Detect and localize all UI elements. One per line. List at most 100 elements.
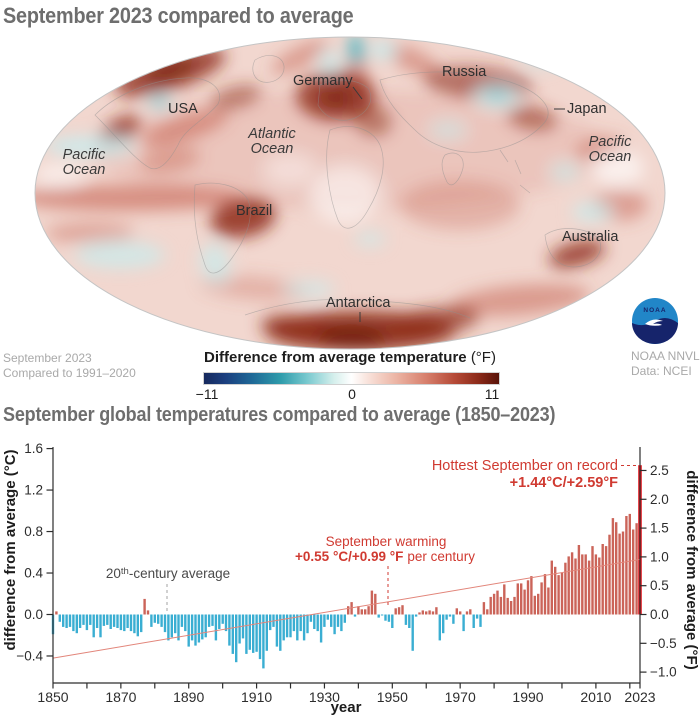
bar-1895 [204, 614, 207, 638]
bar-1872 [126, 614, 129, 628]
bar-1909 [252, 614, 255, 653]
xtick-2010: 2010 [580, 689, 611, 705]
century-average-annotation: 20th-century average [106, 566, 230, 581]
bar-1929 [319, 614, 323, 643]
bar-1996 [547, 587, 550, 615]
bar-2007 [584, 554, 587, 615]
bar-1962 [431, 611, 435, 615]
bar-1949 [387, 614, 391, 622]
bar-1957 [414, 614, 418, 617]
ytick-f-0: 0.0 [650, 607, 669, 622]
bar-1999 [557, 575, 560, 615]
bar-1987 [516, 583, 519, 615]
bar-1907 [245, 614, 248, 654]
bar-1948 [384, 614, 387, 621]
bar-1914 [269, 614, 272, 631]
bar-1979 [489, 596, 492, 615]
trend-line [52, 558, 641, 659]
bar-2016 [615, 522, 618, 615]
bar-1992 [533, 595, 536, 615]
bar-1928 [316, 614, 319, 632]
bar-1903 [231, 614, 234, 654]
bar-2013 [604, 546, 608, 615]
bar-1919 [285, 614, 289, 638]
bar-1977 [482, 602, 486, 615]
bar-1971 [462, 614, 465, 632]
bar-1939 [353, 614, 357, 617]
bar-1985 [509, 601, 513, 615]
bar-1902 [228, 614, 231, 646]
bar-2006 [581, 554, 584, 615]
map-label-atlantic-ocean: Atlantic Ocean [248, 126, 296, 157]
noaa-logo-text: NOAA [643, 307, 666, 314]
bar-1875 [136, 614, 139, 637]
bar-1974 [472, 614, 475, 628]
bar-1876 [140, 614, 143, 633]
bar-1973 [469, 609, 472, 615]
ytick-c-0.8: 0.8 [24, 524, 43, 539]
bar-1947 [380, 614, 384, 616]
map-title: September 2023 compared to average [3, 3, 354, 28]
ytick-f--0.5: −0.5 [650, 636, 677, 651]
bar-1975 [475, 614, 479, 619]
bar-1937 [347, 606, 350, 615]
bar-1988 [520, 583, 523, 615]
map-label-germany: Germany [293, 73, 353, 89]
bar-1893 [197, 614, 201, 643]
bar-1991 [530, 576, 533, 615]
colorbar-tick-mid: 0 [348, 386, 356, 402]
ytick-c-0: 0.0 [24, 607, 43, 622]
ytick-c-1.6: 1.6 [24, 441, 43, 456]
bar-1927 [313, 614, 316, 629]
bar-1984 [506, 597, 509, 615]
xtick-1910: 1910 [241, 689, 272, 705]
bar-1963 [435, 607, 438, 615]
colorbar-tick-min: −11 [195, 386, 219, 402]
bar-1958 [418, 612, 421, 615]
bar-1934 [336, 614, 340, 627]
bar-2002 [567, 556, 570, 615]
ytick-f-2.5: 2.5 [650, 463, 669, 478]
bar-1933 [333, 614, 336, 635]
colorbar-tick-max: 11 [484, 386, 500, 402]
record-annotation-line1: Hottest September on record [432, 458, 618, 474]
bar-1860 [85, 614, 89, 631]
bar-1993 [537, 593, 540, 615]
bar-1960 [425, 611, 428, 615]
map-label-japan: Japan [567, 101, 607, 117]
bar-1873 [129, 614, 133, 632]
bar-2019 [625, 516, 628, 615]
map-label-pacific-ocean-west: Pacific Ocean [62, 147, 106, 178]
bar-1857 [75, 614, 78, 634]
bar-1942 [364, 609, 367, 615]
bar-1862 [92, 614, 95, 638]
map-label-russia: Russia [442, 64, 487, 80]
bar-1910 [255, 614, 258, 652]
bar-2009 [591, 546, 594, 615]
bar-1901 [224, 614, 228, 632]
bar-1883 [163, 614, 167, 633]
bar-2018 [621, 531, 625, 615]
bar-2022 [635, 523, 638, 615]
bar-1965 [442, 614, 445, 634]
bar-1855 [68, 614, 72, 627]
bar-1887 [177, 614, 180, 641]
bar-1959 [421, 610, 424, 615]
ytick-f-2: 2.0 [650, 492, 669, 507]
bar-2008 [587, 560, 591, 615]
bar-1976 [479, 614, 482, 627]
bar-1940 [357, 606, 360, 615]
bar-1953 [401, 605, 404, 615]
chart-title: September global temperatures compared t… [3, 404, 556, 426]
bar-1881 [157, 614, 160, 624]
bar-1989 [523, 589, 526, 615]
colorbar-gradient [203, 372, 500, 385]
record-annotation-line2: +1.44°C/+2.59°F [510, 475, 618, 491]
bar-1997 [550, 560, 553, 615]
bar-1867 [109, 614, 112, 629]
bar-1856 [72, 614, 75, 632]
ytick-f-1.5: 1.5 [650, 521, 669, 536]
bar-2010 [594, 554, 598, 615]
bar-1891 [190, 614, 194, 641]
bar-1916 [275, 614, 279, 647]
